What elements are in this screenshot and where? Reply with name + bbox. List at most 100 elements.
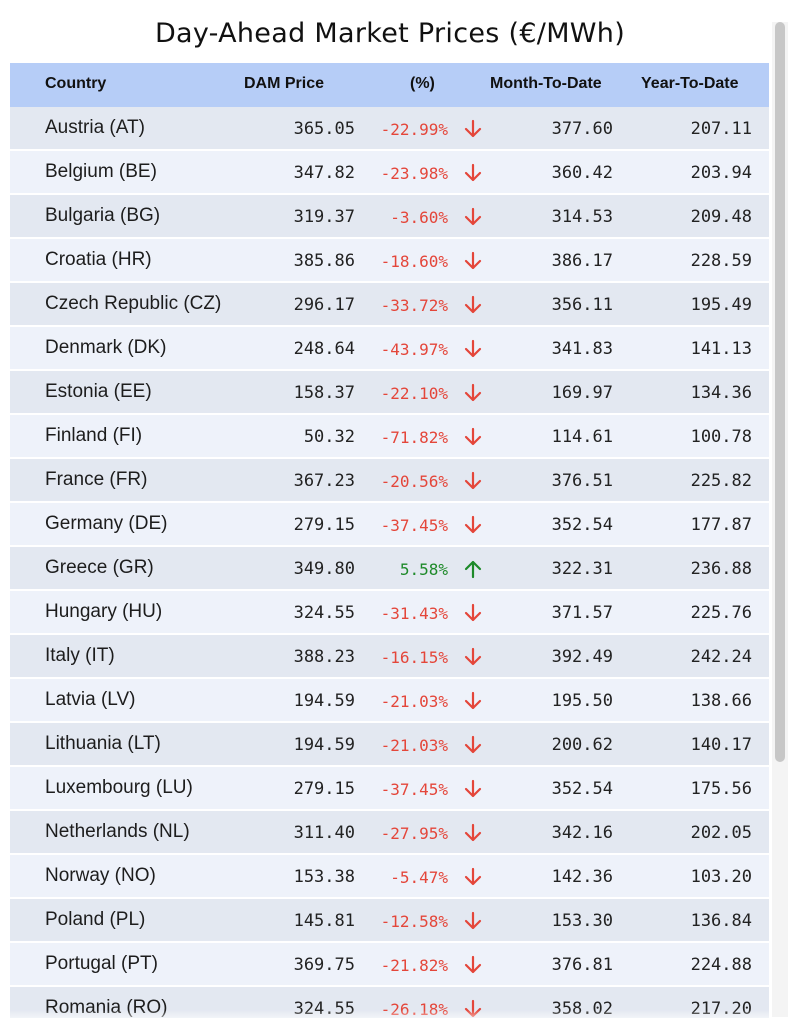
country-name: Lithuania (LT) xyxy=(45,733,161,754)
header-country[interactable]: Country xyxy=(45,75,107,92)
year-to-date: 138.66 xyxy=(690,691,752,711)
percent-change: -18.60% xyxy=(380,252,448,271)
dam-price: 158.37 xyxy=(293,383,355,403)
month-to-date: 360.42 xyxy=(551,163,613,183)
table-row[interactable]: Austria (AT) 365.05 -22.99% 377.60 207.11 xyxy=(10,107,769,151)
year-to-date: 136.84 xyxy=(690,911,752,931)
month-to-date: 169.97 xyxy=(551,383,613,403)
arrow-down-icon xyxy=(464,207,482,226)
country-name: Greece (GR) xyxy=(45,557,154,578)
dam-price: 349.80 xyxy=(293,559,355,579)
month-to-date: 376.81 xyxy=(551,955,613,975)
percent-change: 5.58% xyxy=(399,560,448,579)
arrow-down-icon xyxy=(464,647,482,666)
month-to-date: 195.50 xyxy=(551,691,613,711)
arrow-down-icon xyxy=(464,119,482,138)
arrow-down-icon xyxy=(464,163,482,182)
month-to-date: 386.17 xyxy=(551,251,613,271)
arrow-down-icon xyxy=(464,427,482,446)
month-to-date: 341.83 xyxy=(551,339,613,359)
year-to-date: 177.87 xyxy=(690,515,752,535)
table-row[interactable]: Belgium (BE) 347.82 -23.98% 360.42 203.94 xyxy=(10,151,769,195)
table-row[interactable]: Estonia (EE) 158.37 -22.10% 169.97 134.36 xyxy=(10,371,769,415)
arrow-down-icon xyxy=(464,823,482,842)
table-row[interactable]: Bulgaria (BG) 319.37 -3.60% 314.53 209.48 xyxy=(10,195,769,239)
month-to-date: 377.60 xyxy=(551,119,613,139)
header-dam-price[interactable]: DAM Price xyxy=(244,75,325,92)
scrollbar-thumb[interactable] xyxy=(775,22,785,762)
year-to-date: 228.59 xyxy=(690,251,752,271)
year-to-date: 242.24 xyxy=(690,647,752,667)
country-name: Estonia (EE) xyxy=(45,381,152,402)
dam-price: 279.15 xyxy=(293,515,355,535)
country-name: Norway (NO) xyxy=(45,865,156,886)
country-name: Hungary (HU) xyxy=(45,601,163,622)
year-to-date: 134.36 xyxy=(690,383,752,403)
month-to-date: 356.11 xyxy=(551,295,613,315)
dam-price: 319.37 xyxy=(293,207,355,227)
year-to-date: 224.88 xyxy=(690,955,752,975)
header-year-to-date[interactable]: Year-To-Date xyxy=(641,75,739,92)
country-name: Luxembourg (LU) xyxy=(45,777,193,798)
percent-change: -37.45% xyxy=(380,780,448,799)
arrow-down-icon xyxy=(464,471,482,490)
table-row[interactable]: Croatia (HR) 385.86 -18.60% 386.17 228.59 xyxy=(10,239,769,283)
table-row[interactable]: Lithuania (LT) 194.59 -21.03% 200.62 140.17 xyxy=(10,723,769,767)
table-row[interactable]: France (FR) 367.23 -20.56% 376.51 225.82 xyxy=(10,459,769,503)
price-table: Country DAM Price (%) Month-To-Date Year… xyxy=(10,63,769,1018)
country-name: Latvia (LV) xyxy=(45,689,136,710)
table-row[interactable]: Netherlands (NL) 311.40 -27.95% 342.16 202.0… xyxy=(10,811,769,855)
table-row[interactable]: Finland (FI) 50.32 -71.82% 114.61 100.78 xyxy=(10,415,769,459)
percent-change: -27.95% xyxy=(380,824,448,843)
month-to-date: 352.54 xyxy=(551,515,613,535)
percent-change: -33.72% xyxy=(380,296,448,315)
table-row[interactable]: Greece (GR) 349.80 5.58% 322.31 236.88 xyxy=(10,547,769,591)
percent-change: -23.98% xyxy=(380,164,448,183)
country-name: Finland (FI) xyxy=(45,425,143,446)
percent-change: -12.58% xyxy=(380,912,448,931)
dam-price: 347.82 xyxy=(293,163,355,183)
percent-change: -71.82% xyxy=(380,428,448,447)
table-row[interactable]: Poland (PL) 145.81 -12.58% 153.30 136.84 xyxy=(10,899,769,943)
header-month-to-date[interactable]: Month-To-Date xyxy=(490,75,602,92)
month-to-date: 142.36 xyxy=(551,867,613,887)
percent-change: -31.43% xyxy=(380,604,448,623)
month-to-date: 322.31 xyxy=(551,559,613,579)
header-percent[interactable]: (%) xyxy=(410,75,435,92)
year-to-date: 207.11 xyxy=(690,119,752,139)
arrow-down-icon xyxy=(464,779,482,798)
table-row[interactable]: Luxembourg (LU) 279.15 -37.45% 352.54 175.56 xyxy=(10,767,769,811)
table-row[interactable]: Denmark (DK) 248.64 -43.97% 341.83 141.13 xyxy=(10,327,769,371)
arrow-down-icon xyxy=(464,339,482,358)
bottom-fade xyxy=(10,1010,769,1024)
table-row[interactable]: Czech Republic (CZ) 296.17 -33.72% 356.11 19… xyxy=(10,283,769,327)
month-to-date: 314.53 xyxy=(551,207,613,227)
table-row[interactable]: Italy (IT) 388.23 -16.15% 392.49 242.24 xyxy=(10,635,769,679)
dam-price: 385.86 xyxy=(293,251,355,271)
table-row[interactable]: Norway (NO) 153.38 -5.47% 142.36 103.20 xyxy=(10,855,769,899)
country-name: Poland (PL) xyxy=(45,909,146,930)
table-row[interactable]: Hungary (HU) 324.55 -31.43% 371.57 225.76 xyxy=(10,591,769,635)
table-row[interactable]: Portugal (PT) 369.75 -21.82% 376.81 224.88 xyxy=(10,943,769,987)
year-to-date: 103.20 xyxy=(690,867,752,887)
country-name: Italy (IT) xyxy=(45,645,115,666)
country-name: France (FR) xyxy=(45,469,148,490)
month-to-date: 392.49 xyxy=(551,647,613,667)
country-name: Czech Republic (CZ) xyxy=(45,293,222,314)
table-row[interactable]: Latvia (LV) 194.59 -21.03% 195.50 138.66 xyxy=(10,679,769,723)
arrow-down-icon xyxy=(464,251,482,270)
page-title: Day-Ahead Market Prices (€/MWh) xyxy=(154,18,626,49)
dam-price: 367.23 xyxy=(293,471,355,491)
arrow-down-icon xyxy=(464,515,482,534)
dam-price: 296.17 xyxy=(293,295,355,315)
month-to-date: 342.16 xyxy=(551,823,613,843)
percent-change: -20.56% xyxy=(380,472,448,491)
table-row[interactable]: Germany (DE) 279.15 -37.45% 352.54 177.87 xyxy=(10,503,769,547)
dam-price: 369.75 xyxy=(293,955,355,975)
arrow-down-icon xyxy=(464,955,482,974)
month-to-date: 114.61 xyxy=(551,427,613,447)
percent-change: -5.47% xyxy=(390,868,448,887)
year-to-date: 225.76 xyxy=(690,603,752,623)
year-to-date: 203.94 xyxy=(690,163,752,183)
